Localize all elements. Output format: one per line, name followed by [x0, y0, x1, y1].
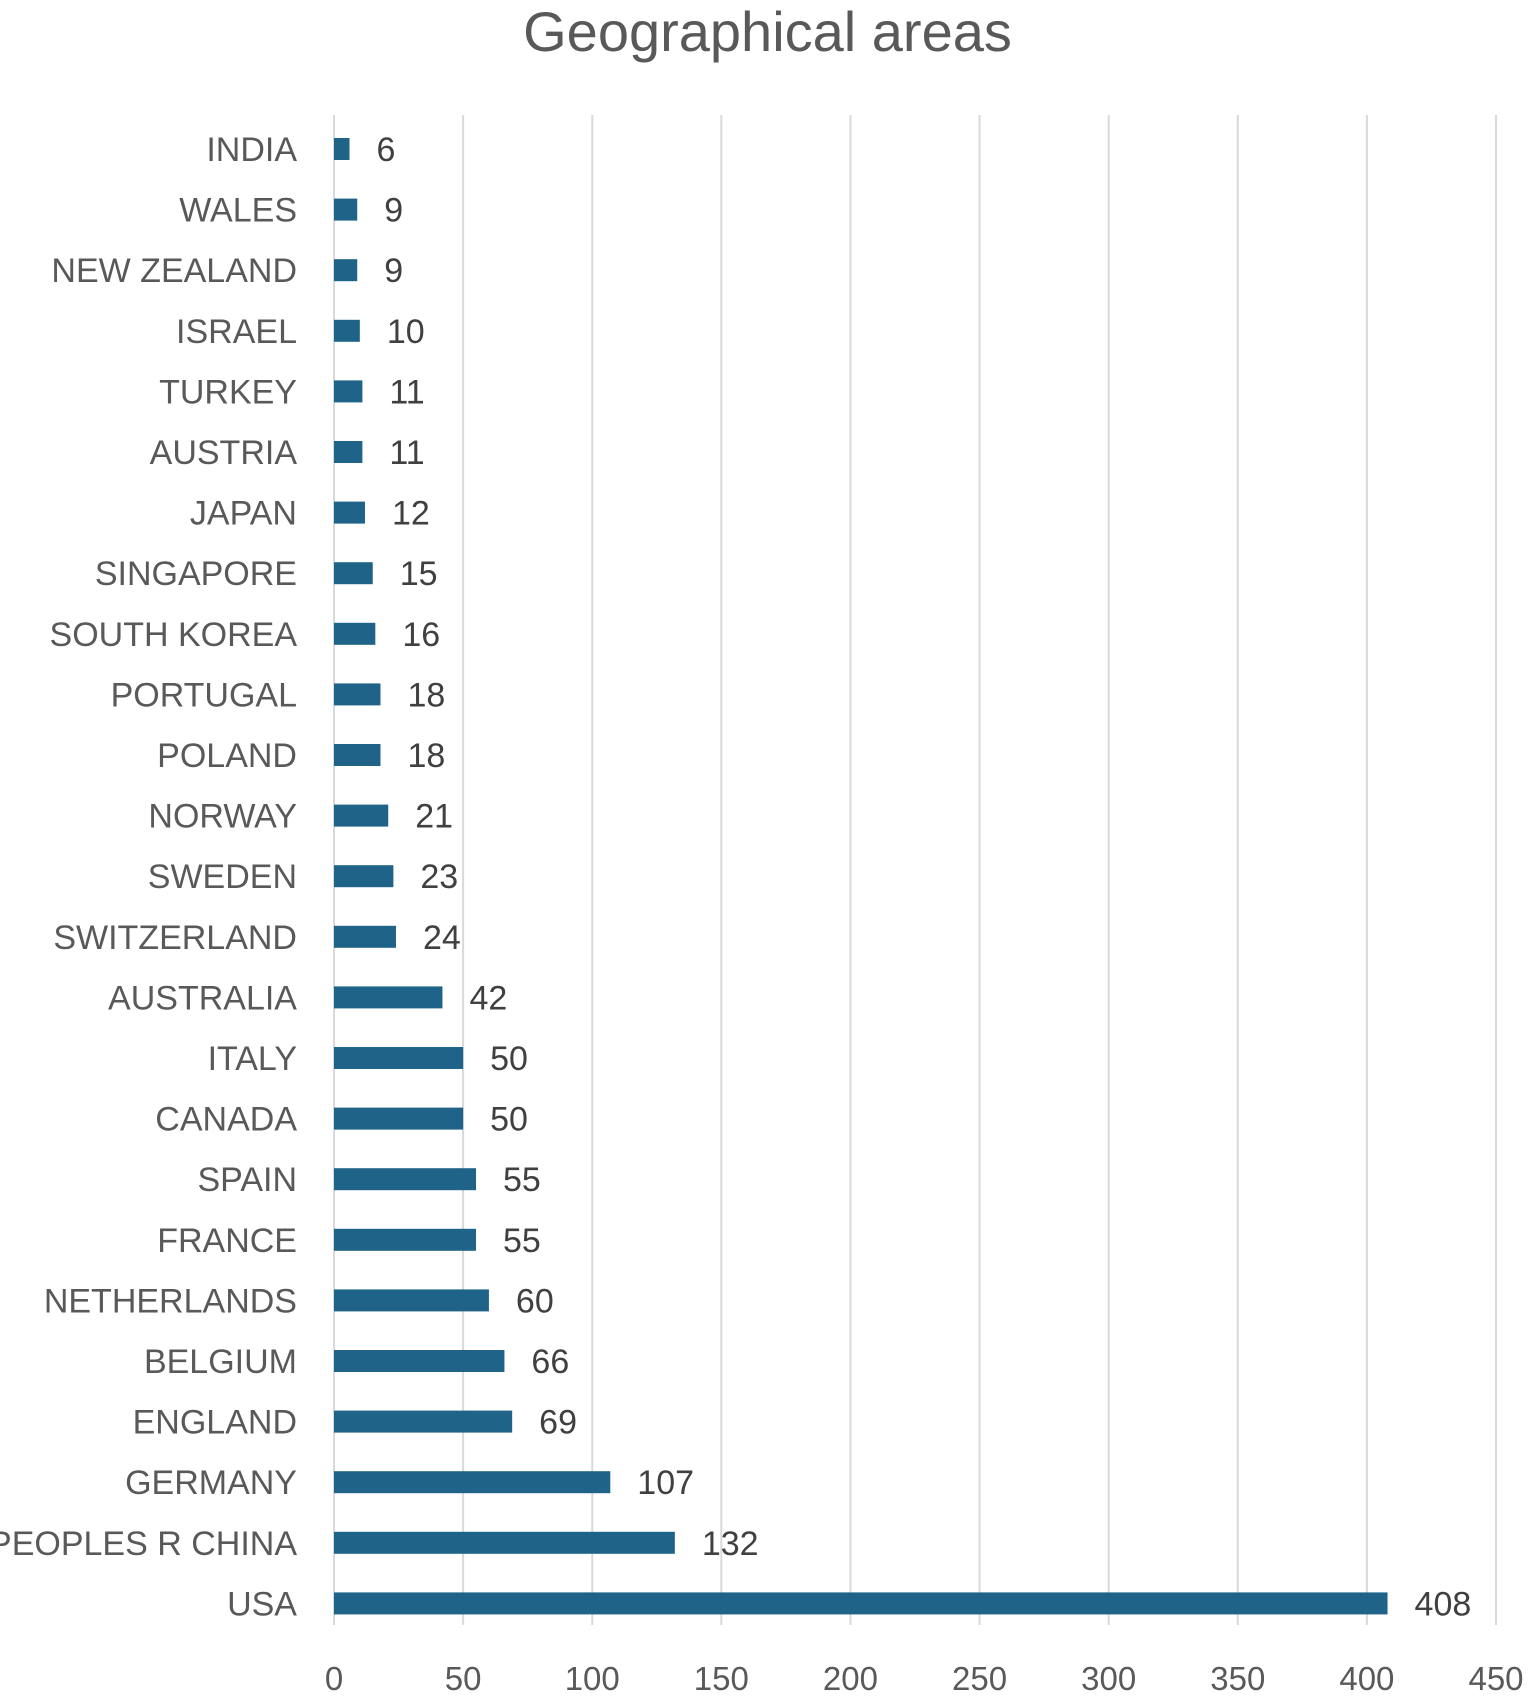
bar [334, 501, 365, 524]
bar [334, 1289, 489, 1312]
bar [334, 622, 376, 645]
data-label: 66 [531, 1343, 569, 1381]
x-tick-label: 200 [823, 1660, 878, 1697]
category-label: NETHERLANDS [44, 1282, 297, 1320]
data-label: 16 [402, 616, 440, 654]
data-label: 15 [400, 555, 438, 593]
category-label: PORTUGAL [111, 676, 297, 714]
data-label: 69 [539, 1404, 577, 1442]
category-label: SWITZERLAND [53, 919, 297, 957]
bar [334, 1471, 611, 1494]
category-label: SOUTH KOREA [50, 616, 298, 654]
data-label: 9 [384, 192, 403, 230]
bar [334, 441, 363, 463]
data-label: 12 [392, 495, 430, 533]
x-tick-label: 0 [325, 1660, 343, 1697]
bar [334, 1047, 464, 1069]
bar [334, 1350, 505, 1372]
category-label: USA [227, 1585, 297, 1623]
category-label: SWEDEN [148, 858, 297, 896]
category-label: ISRAEL [176, 313, 297, 351]
bar [334, 380, 363, 403]
bar [334, 562, 373, 585]
data-label: 60 [516, 1282, 554, 1320]
category-label: JAPAN [190, 495, 297, 533]
bar [334, 804, 389, 827]
data-label: 24 [423, 919, 461, 957]
bar [334, 198, 358, 221]
category-label: POLAND [157, 737, 297, 775]
data-label: 11 [389, 373, 424, 411]
category-label: ITALY [208, 1040, 297, 1078]
x-tick-label: 100 [565, 1660, 620, 1697]
data-label: 18 [407, 737, 445, 775]
data-label: 9 [384, 252, 403, 290]
category-label: AUSTRALIA [108, 979, 297, 1017]
data-label: 50 [490, 1040, 528, 1078]
category-label: BELGIUM [144, 1343, 297, 1381]
bar [334, 925, 396, 948]
bar [334, 1107, 464, 1130]
x-tick-label: 300 [1081, 1660, 1136, 1697]
bar [334, 1168, 477, 1191]
data-label: 18 [407, 676, 445, 714]
data-label: 11 [389, 434, 424, 472]
data-label: 55 [503, 1161, 541, 1199]
bar [334, 138, 350, 160]
x-tick-label: 50 [445, 1660, 482, 1697]
data-label: 21 [415, 798, 453, 836]
x-tick-label: 250 [952, 1660, 1007, 1697]
category-label: SINGAPORE [95, 555, 297, 593]
category-label: AUSTRIA [150, 434, 298, 472]
category-label: FRANCE [157, 1222, 297, 1260]
chart-title: Geographical areas [523, 0, 1012, 63]
bar [334, 319, 360, 342]
category-label: WALES [179, 192, 297, 230]
data-label: 132 [702, 1525, 759, 1563]
category-label: NORWAY [148, 798, 297, 836]
x-tick-label: 450 [1468, 1660, 1523, 1697]
category-label: TURKEY [159, 373, 297, 411]
x-tick-label: 150 [694, 1660, 749, 1697]
data-label: 408 [1415, 1585, 1472, 1623]
data-label: 6 [376, 131, 395, 169]
category-label: CANADA [155, 1101, 297, 1139]
bar [334, 1410, 513, 1433]
category-label: PEOPLES R CHINA [0, 1525, 297, 1563]
x-tick-label: 400 [1339, 1660, 1394, 1697]
data-label: 23 [420, 858, 458, 896]
data-label: 42 [469, 979, 507, 1017]
bar [334, 1592, 1388, 1615]
category-label: INDIA [206, 131, 297, 169]
bar [334, 986, 443, 1009]
x-tick-label: 350 [1210, 1660, 1265, 1697]
bar [334, 259, 358, 282]
bar [334, 1531, 675, 1554]
data-label: 10 [387, 313, 425, 351]
category-label: SPAIN [197, 1161, 297, 1199]
category-label: NEW ZEALAND [51, 252, 297, 290]
bar [334, 744, 381, 766]
bar [334, 865, 394, 888]
data-label: 55 [503, 1222, 541, 1260]
category-label: ENGLAND [133, 1404, 297, 1442]
bar [334, 683, 381, 706]
data-label: 50 [490, 1101, 528, 1139]
category-label: GERMANY [125, 1464, 297, 1502]
data-label: 107 [637, 1464, 694, 1502]
bar [334, 1228, 477, 1251]
